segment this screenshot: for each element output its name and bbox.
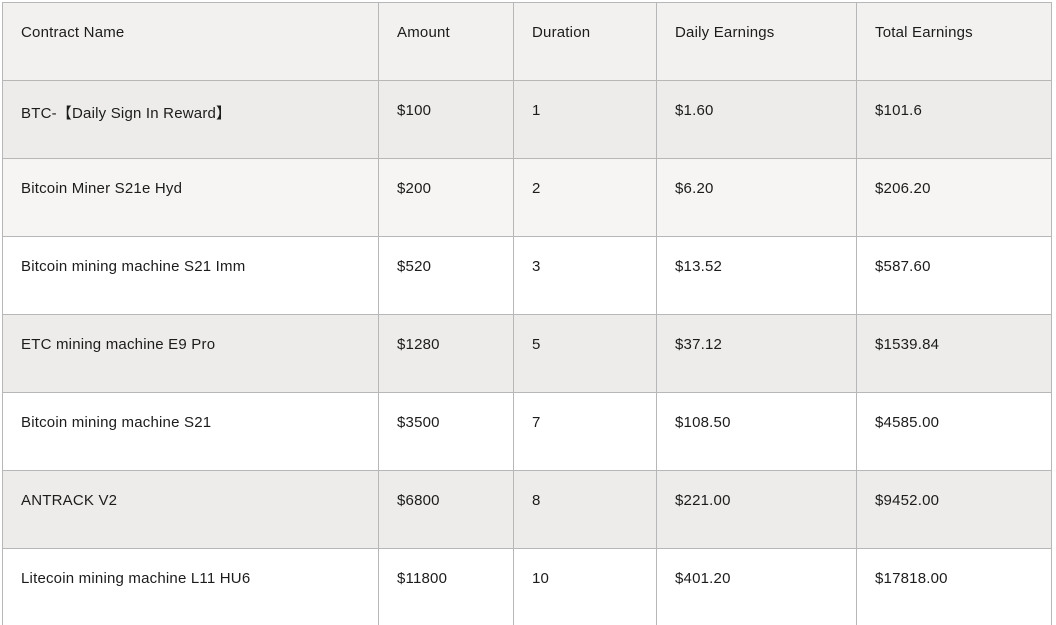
cell-amount: $1280 — [378, 314, 514, 393]
cell-daily-earnings: $221.00 — [656, 470, 857, 549]
table-body: BTC-【Daily Sign In Reward】 $100 1 $1.60 … — [2, 80, 1052, 625]
cell-duration: 5 — [513, 314, 657, 393]
table-row: BTC-【Daily Sign In Reward】 $100 1 $1.60 … — [2, 80, 1052, 159]
column-header-amount: Amount — [378, 2, 514, 81]
table-row: ETC mining machine E9 Pro $1280 5 $37.12… — [2, 314, 1052, 393]
cell-contract-name: ETC mining machine E9 Pro — [2, 314, 379, 393]
table-row: Bitcoin mining machine S21 $3500 7 $108.… — [2, 392, 1052, 471]
cell-daily-earnings: $1.60 — [656, 80, 857, 159]
cell-amount: $200 — [378, 158, 514, 237]
cell-total-earnings: $206.20 — [856, 158, 1052, 237]
column-header-total-earnings: Total Earnings — [856, 2, 1052, 81]
cell-contract-name: Bitcoin mining machine S21 Imm — [2, 236, 379, 315]
cell-daily-earnings: $6.20 — [656, 158, 857, 237]
cell-contract-name: Bitcoin mining machine S21 — [2, 392, 379, 471]
cell-total-earnings: $4585.00 — [856, 392, 1052, 471]
cell-daily-earnings: $13.52 — [656, 236, 857, 315]
cell-duration: 10 — [513, 548, 657, 625]
cell-total-earnings: $587.60 — [856, 236, 1052, 315]
cell-contract-name: BTC-【Daily Sign In Reward】 — [2, 80, 379, 159]
cell-daily-earnings: $401.20 — [656, 548, 857, 625]
cell-duration: 7 — [513, 392, 657, 471]
cell-amount: $3500 — [378, 392, 514, 471]
cell-duration: 1 — [513, 80, 657, 159]
cell-amount: $6800 — [378, 470, 514, 549]
column-header-daily-earnings: Daily Earnings — [656, 2, 857, 81]
column-header-duration: Duration — [513, 2, 657, 81]
cell-daily-earnings: $37.12 — [656, 314, 857, 393]
table-row: Bitcoin mining machine S21 Imm $520 3 $1… — [2, 236, 1052, 315]
table-row: Bitcoin Miner S21e Hyd $200 2 $6.20 $206… — [2, 158, 1052, 237]
cell-amount: $100 — [378, 80, 514, 159]
cell-duration: 2 — [513, 158, 657, 237]
column-header-contract-name: Contract Name — [2, 2, 379, 81]
cell-total-earnings: $101.6 — [856, 80, 1052, 159]
cell-contract-name: ANTRACK V2 — [2, 470, 379, 549]
header-row: Contract Name Amount Duration Daily Earn… — [2, 2, 1052, 81]
cell-contract-name: Litecoin mining machine L11 HU6 — [2, 548, 379, 625]
cell-daily-earnings: $108.50 — [656, 392, 857, 471]
cell-total-earnings: $9452.00 — [856, 470, 1052, 549]
table-row: Litecoin mining machine L11 HU6 $11800 1… — [2, 548, 1052, 625]
cell-contract-name: Bitcoin Miner S21e Hyd — [2, 158, 379, 237]
table-row: ANTRACK V2 $6800 8 $221.00 $9452.00 — [2, 470, 1052, 549]
cell-amount: $520 — [378, 236, 514, 315]
cell-total-earnings: $17818.00 — [856, 548, 1052, 625]
cell-amount: $11800 — [378, 548, 514, 625]
table-header: Contract Name Amount Duration Daily Earn… — [2, 2, 1052, 81]
cell-duration: 8 — [513, 470, 657, 549]
cell-total-earnings: $1539.84 — [856, 314, 1052, 393]
cell-duration: 3 — [513, 236, 657, 315]
